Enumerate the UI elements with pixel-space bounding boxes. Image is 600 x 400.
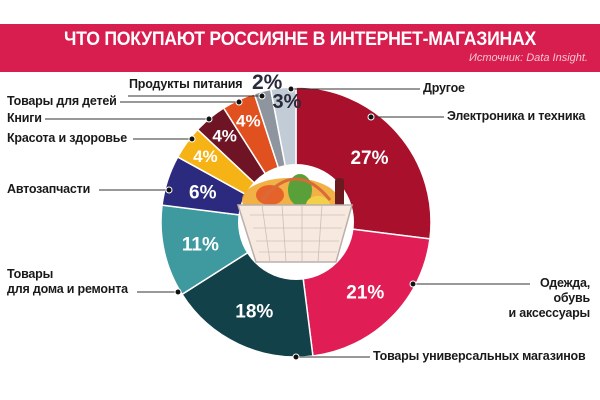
slice-value: 3% <box>273 91 302 113</box>
label-clothing-line3: и аксессуары <box>508 306 591 320</box>
leader-lines <box>45 88 530 358</box>
slice-value: 18% <box>235 302 273 323</box>
label-auto-parts: Автозапчасти <box>7 182 91 196</box>
slice-value: 21% <box>346 282 384 303</box>
label-clothing: Одежда, обувь и аксессуары <box>500 276 591 321</box>
slice-value: 11% <box>182 234 219 255</box>
label-home: Товары для дома и ремонта <box>7 267 128 297</box>
label-kids: Товары для детей <box>7 94 117 108</box>
label-universal-stores: Товары универсальных магазинов <box>373 349 586 363</box>
leader-dots <box>165 85 417 361</box>
slice-value: 27% <box>350 148 388 169</box>
chart-title: ЧТО ПОКУПАЮТ РОССИЯНЕ В ИНТЕРНЕТ-МАГАЗИН… <box>64 29 536 50</box>
source-note: Источник: Data Insight. <box>469 52 588 64</box>
label-books: Книги <box>7 111 42 125</box>
slice-value: 4% <box>236 112 261 131</box>
label-beauty: Красота и здоровье <box>7 131 127 145</box>
label-clothing-line1: Одежда, <box>540 276 590 290</box>
slice-value: 6% <box>189 183 217 204</box>
title-banner: ЧТО ПОКУПАЮТ РОССИЯНЕ В ИНТЕРНЕТ-МАГАЗИН… <box>0 24 600 72</box>
value-food: 2% <box>252 71 283 94</box>
basket-icon <box>236 164 354 280</box>
label-home-line1: Товары <box>7 267 54 281</box>
slice-value-labels: 27%21%18%11%6%4%4%4%3% <box>182 91 389 323</box>
label-other: Другое <box>423 81 465 95</box>
label-home-line2: для дома и ремонта <box>7 282 128 296</box>
label-electronics: Электроника и техника <box>447 109 586 123</box>
slice-value: 4% <box>193 147 218 166</box>
slice-value: 4% <box>212 127 237 146</box>
label-food: Продукты питания <box>129 77 243 91</box>
label-clothing-line2: обувь <box>553 291 590 305</box>
